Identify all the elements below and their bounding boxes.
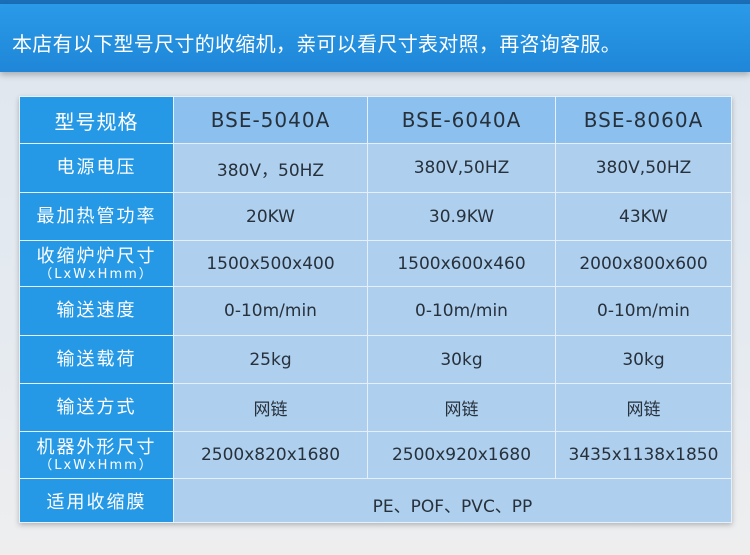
value-cell: 网链 bbox=[555, 383, 732, 432]
value-cell: 1500x500x400 bbox=[173, 240, 368, 287]
value-cell: 380V,50HZ bbox=[367, 143, 556, 193]
row-label-text: 最加热管功率 bbox=[36, 205, 157, 227]
value-cell: 20KW bbox=[173, 192, 368, 241]
table-row: 输送方式 网链 网链 网链 bbox=[19, 383, 732, 432]
row-label-text: 电源电压 bbox=[56, 157, 137, 178]
table-row: 输送速度 0-10m/min 0-10m/min 0-10m/min bbox=[19, 286, 732, 336]
row-label: 最加热管功率 bbox=[19, 192, 174, 241]
row-label: 适用收缩膜 bbox=[19, 478, 174, 523]
value-cell: 30.9KW bbox=[367, 192, 556, 241]
table-row: 收缩炉炉尺寸 （LxWxHmm） 1500x500x400 1500x600x460 2… bbox=[19, 240, 732, 287]
row-label-text: 机器外形尺寸 bbox=[36, 437, 157, 458]
value-cell: 25kg bbox=[173, 335, 368, 384]
value-cell: 30kg bbox=[555, 335, 732, 384]
row-label-text: 输送速度 bbox=[56, 300, 137, 321]
value-cell: 2000x800x600 bbox=[555, 240, 732, 287]
row-label: 收缩炉炉尺寸 （LxWxHmm） bbox=[19, 240, 174, 287]
banner-title: 本店有以下型号尺寸的收缩机，亲可以看尺寸表对照，再咨询客服。 bbox=[12, 32, 621, 56]
table-row: 最加热管功率 20KW 30.9KW 43KW bbox=[19, 192, 732, 241]
table-row: 输送载荷 25kg 30kg 30kg bbox=[19, 335, 732, 384]
table-row: 机器外形尺寸 （LxWxHmm） 2500x820x1680 2500x920x168… bbox=[19, 431, 732, 479]
row-label-unit: （LxWxHmm） bbox=[39, 458, 154, 473]
film-value: PE、POF、PVC、PP bbox=[173, 478, 732, 523]
row-label: 输送载荷 bbox=[19, 335, 174, 384]
value-cell: 380V，50HZ bbox=[173, 143, 368, 193]
row-label-unit: （LxWxHmm） bbox=[39, 266, 154, 282]
value-cell: 2500x920x1680 bbox=[367, 431, 556, 479]
row-label: 输送速度 bbox=[19, 286, 174, 336]
model-cell: BSE-6040A bbox=[367, 96, 556, 144]
row-label-text: 输送方式 bbox=[56, 396, 137, 418]
model-cell: BSE-8060A bbox=[555, 96, 732, 144]
row-label-text: 收缩炉炉尺寸 bbox=[36, 245, 157, 267]
value-cell: 43KW bbox=[555, 192, 732, 241]
value-cell: 380V,50HZ bbox=[555, 143, 732, 193]
row-label: 型号规格 bbox=[19, 96, 174, 144]
banner: 本店有以下型号尺寸的收缩机，亲可以看尺寸表对照，再咨询客服。 bbox=[0, 4, 750, 72]
row-label: 机器外形尺寸 （LxWxHmm） bbox=[19, 431, 174, 479]
value-cell: 1500x600x460 bbox=[367, 240, 556, 287]
value-cell: 2500x820x1680 bbox=[173, 431, 368, 479]
value-cell: 网链 bbox=[367, 383, 556, 432]
value-cell: 网链 bbox=[173, 383, 368, 432]
table-row: 电源电压 380V，50HZ 380V,50HZ 380V,50HZ bbox=[19, 143, 732, 193]
value-cell: 3435x1138x1850 bbox=[555, 431, 732, 479]
value-cell: 0-10m/min bbox=[367, 286, 556, 336]
value-cell: 0-10m/min bbox=[555, 286, 732, 336]
value-cell: 0-10m/min bbox=[173, 286, 368, 336]
film-row: 适用收缩膜 PE、POF、PVC、PP bbox=[19, 478, 732, 523]
row-label-text: 输送载荷 bbox=[56, 348, 137, 370]
model-row: 型号规格 BSE-5040A BSE-6040A BSE-8060A bbox=[19, 96, 732, 144]
row-label: 电源电压 bbox=[19, 143, 174, 193]
value-cell: 30kg bbox=[367, 335, 556, 384]
row-label: 输送方式 bbox=[19, 383, 174, 432]
top-border bbox=[0, 0, 750, 4]
model-cell: BSE-5040A bbox=[173, 96, 368, 144]
spec-table: 型号规格 BSE-5040A BSE-6040A BSE-8060A 电源电压 3… bbox=[19, 96, 732, 523]
